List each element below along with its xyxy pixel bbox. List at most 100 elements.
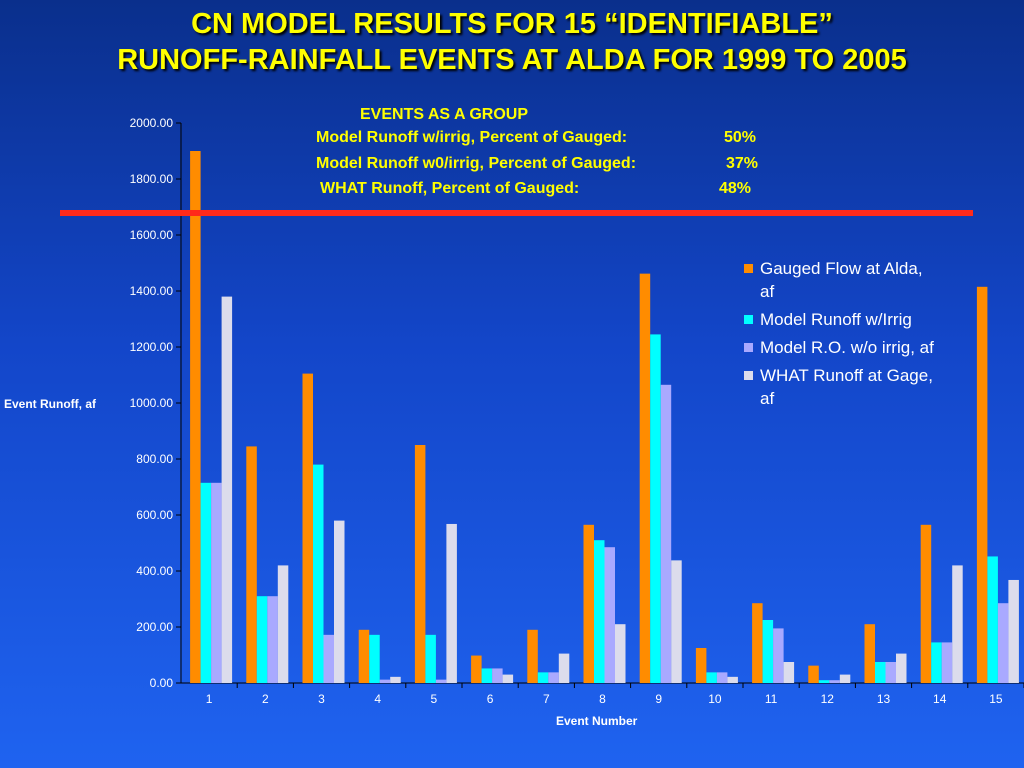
y-tick-label: 600.00: [136, 508, 173, 522]
bar-series-1: [864, 624, 875, 683]
bar-series-3: [829, 680, 840, 683]
legend-swatch-what: [744, 371, 753, 380]
bar-series-3: [716, 672, 728, 683]
annotation-line2-label: Model Runoff w0/irrig, Percent of Gauged…: [316, 155, 637, 172]
y-tick-label: 1000.00: [130, 396, 174, 410]
bar-series-3: [997, 603, 1009, 683]
bar-series-1: [976, 286, 988, 683]
annotation-line2-value: 37%: [726, 155, 759, 172]
x-tick-label: 7: [543, 692, 550, 706]
bar-series-2: [537, 672, 549, 683]
chart-legend: Gauged Flow at Alda, af Model Runoff w/I…: [744, 257, 934, 415]
x-tick-label: 13: [877, 692, 891, 706]
annotation-line3-value: 48%: [719, 180, 752, 197]
x-tick-label: 12: [821, 692, 835, 706]
bar-series-4: [221, 296, 233, 683]
bar-series-2: [987, 556, 998, 683]
bar-series-1: [302, 373, 313, 683]
legend-swatch-gauged: [744, 264, 753, 273]
bar-series-3: [379, 679, 391, 683]
legend-swatch-model-irrig: [744, 315, 753, 324]
bar-series-1: [752, 603, 763, 683]
x-tick-label: 9: [655, 692, 662, 706]
annotation-line1-value: 50%: [724, 129, 757, 146]
annotation-line3-label: WHAT Runoff, Percent of Gauged:: [320, 180, 580, 197]
bar-series-1: [246, 446, 257, 683]
bar-series-2: [200, 482, 212, 683]
y-tick-label: 1400.00: [130, 284, 174, 298]
y-tick-label: 400.00: [136, 564, 173, 578]
reference-line: [60, 210, 973, 216]
bar-series-1: [358, 629, 370, 683]
bar-series-4: [727, 676, 738, 683]
x-tick-label: 4: [374, 692, 381, 706]
legend-item-model-irrig: Model Runoff w/Irrig: [744, 308, 934, 331]
bar-series-3: [435, 679, 447, 683]
x-tick-label: 14: [933, 692, 947, 706]
bar-series-3: [548, 672, 559, 683]
x-tick-label: 8: [599, 692, 606, 706]
bar-series-1: [414, 445, 426, 683]
legend-label-gauged: Gauged Flow at Alda, af: [760, 259, 923, 301]
bar-series-4: [390, 676, 401, 683]
bar-series-1: [695, 648, 707, 683]
bar-series-1: [639, 273, 651, 683]
bar-series-4: [277, 565, 289, 683]
bar-series-2: [425, 634, 436, 683]
y-axis-label: Event Runoff, af: [4, 397, 96, 411]
y-tick-label: 2000.00: [130, 116, 174, 130]
bar-series-4: [446, 523, 457, 683]
annotation-line1-label: Model Runoff w/irrig, Percent of Gauged:: [316, 129, 628, 146]
annotation-heading: EVENTS AS A GROUP: [360, 106, 529, 123]
bar-series-2: [594, 540, 605, 683]
x-tick-label: 1: [206, 692, 213, 706]
bar-series-4: [1008, 579, 1019, 683]
bar-series-1: [583, 524, 594, 683]
bar-series-1: [190, 151, 201, 683]
x-tick-label: 2: [262, 692, 269, 706]
bar-series-2: [313, 464, 324, 683]
x-tick-label: 6: [487, 692, 494, 706]
y-tick-label: 200.00: [136, 620, 173, 634]
legend-item-model-no-irrig: Model R.O. w/o irrig, af: [744, 336, 934, 359]
legend-item-gauged: Gauged Flow at Alda, af: [744, 257, 934, 303]
bar-series-3: [773, 628, 784, 683]
bar-series-3: [604, 547, 615, 683]
bar-series-2: [818, 680, 830, 683]
bar-series-4: [671, 560, 682, 683]
bar-series-4: [896, 653, 907, 683]
legend-label-model-no-irrig: Model R.O. w/o irrig, af: [760, 338, 934, 357]
bar-series-2: [650, 334, 661, 683]
legend-swatch-model-no-irrig: [744, 343, 753, 352]
legend-label-what: WHAT Runoff at Gage, af: [760, 366, 933, 408]
slide-title: CN MODEL RESULTS FOR 15 “IDENTIFIABLE” R…: [0, 6, 1024, 78]
bar-series-2: [706, 672, 717, 683]
title-line-2: RUNOFF-RAINFALL EVENTS AT ALDA FOR 1999 …: [117, 44, 907, 76]
bar-series-2: [256, 596, 268, 683]
x-axis-label: Event Number: [556, 714, 638, 728]
x-tick-label: 15: [989, 692, 1003, 706]
y-tick-label: 1800.00: [130, 172, 174, 186]
y-tick-label: 0.00: [150, 676, 174, 690]
bar-series-2: [875, 662, 886, 683]
bar-series-1: [920, 524, 932, 683]
legend-label-model-irrig: Model Runoff w/Irrig: [760, 310, 912, 329]
x-tick-label: 3: [318, 692, 325, 706]
y-tick-label: 1600.00: [130, 228, 174, 242]
bar-series-2: [481, 668, 493, 683]
legend-item-what: WHAT Runoff at Gage, af: [744, 364, 934, 410]
y-tick-label: 1200.00: [130, 340, 174, 354]
x-tick-label: 5: [431, 692, 438, 706]
title-line-1: CN MODEL RESULTS FOR 15 “IDENTIFIABLE”: [191, 8, 833, 40]
bar-series-2: [931, 642, 942, 683]
bar-series-4: [839, 674, 851, 683]
bar-series-3: [885, 662, 896, 683]
bar-series-4: [952, 565, 963, 683]
bar-series-4: [334, 520, 345, 683]
y-tick-label: 800.00: [136, 452, 173, 466]
x-tick-label: 10: [708, 692, 722, 706]
bar-series-4: [783, 662, 795, 683]
bar-series-3: [211, 482, 222, 683]
bar-series-3: [323, 634, 334, 683]
